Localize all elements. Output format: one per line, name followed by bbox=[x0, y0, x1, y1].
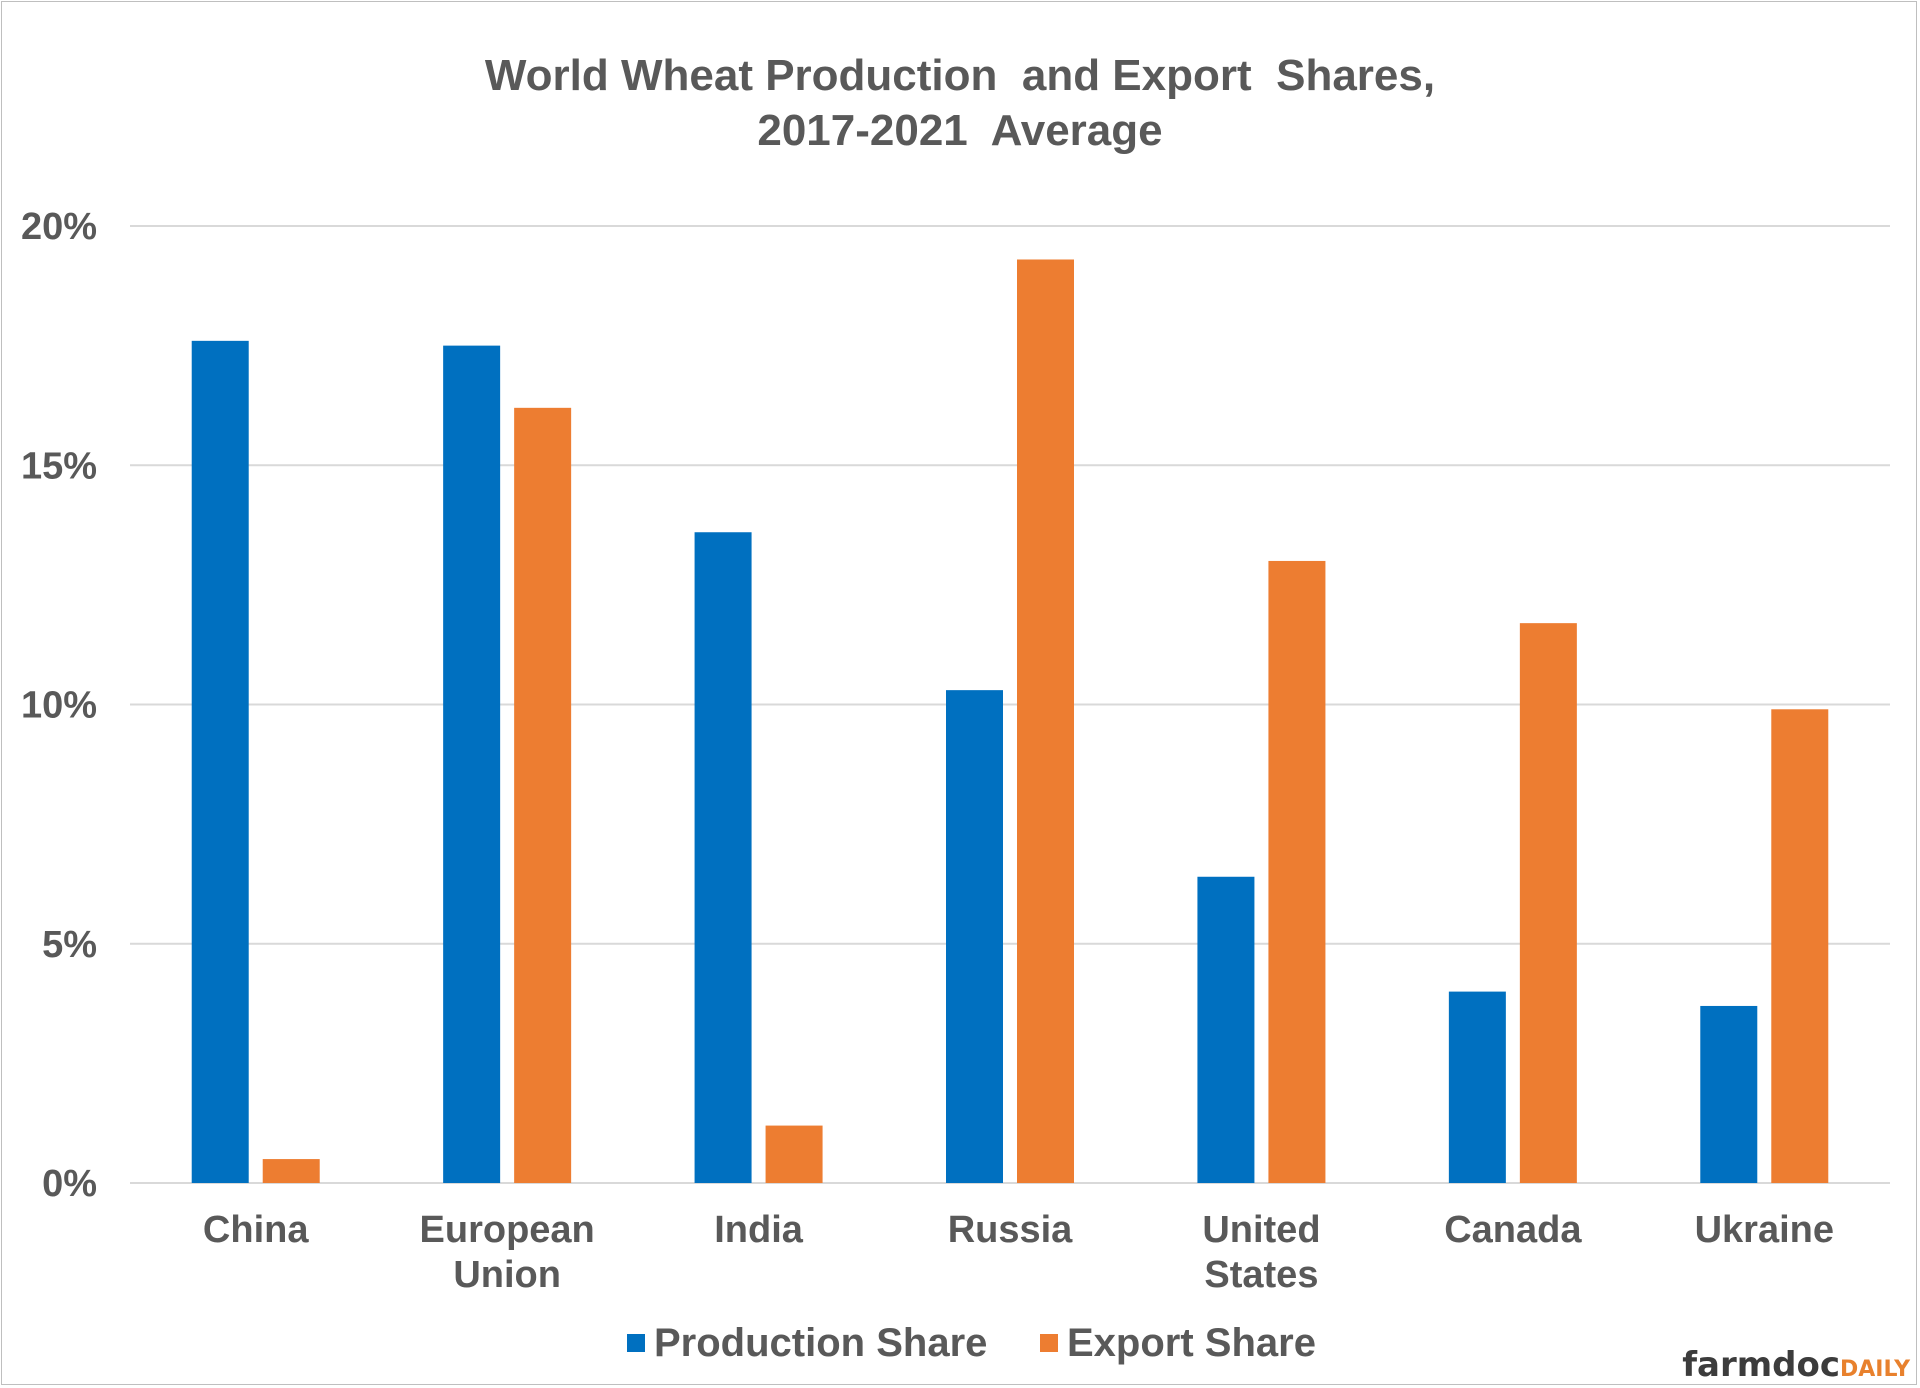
x-category-label: China bbox=[203, 1209, 309, 1251]
y-tick-label: 5% bbox=[42, 924, 97, 966]
chart-title: World Wheat Production and Export Shares… bbox=[485, 51, 1435, 155]
bar-india-production-share bbox=[694, 532, 752, 1183]
chart-title-line-2: 2017-2021 Average bbox=[757, 106, 1162, 155]
bar-india-export-share bbox=[765, 1125, 823, 1183]
bar-canada-export-share bbox=[1519, 623, 1577, 1183]
brand-part2: DAILY bbox=[1840, 1357, 1911, 1382]
bar-ukraine-production-share bbox=[1700, 1005, 1758, 1183]
bar-united-states-export-share bbox=[1268, 560, 1326, 1183]
x-category-label: Ukraine bbox=[1695, 1209, 1834, 1251]
y-tick-label: 0% bbox=[42, 1163, 97, 1205]
gridlines bbox=[130, 225, 1890, 1184]
y-axis-ticks: 0% 5% 10% 15% 20% bbox=[21, 206, 97, 1205]
bar-china-export-share bbox=[262, 1159, 320, 1183]
x-axis-categories: China European Union India Russia United State… bbox=[203, 1209, 1834, 1296]
legend-label-1: Production Share bbox=[654, 1321, 987, 1365]
chart-title-line-1: World Wheat Production and Export Shares… bbox=[485, 51, 1435, 100]
brand-logo: farmdocDAILY bbox=[1682, 1345, 1911, 1385]
y-tick-label: 10% bbox=[21, 685, 97, 727]
bar-european-union-production-share bbox=[443, 345, 501, 1183]
legend-label-2: Export Share bbox=[1067, 1321, 1316, 1365]
bar-china-production-share bbox=[191, 340, 249, 1184]
bar-european-union-export-share bbox=[514, 407, 572, 1184]
y-tick-label: 20% bbox=[21, 206, 97, 248]
legend-swatch-2 bbox=[1040, 1334, 1058, 1352]
bar-russia-production-share bbox=[946, 690, 1003, 1183]
x-category-label: Canada bbox=[1444, 1209, 1582, 1251]
brand-part1: farmdoc bbox=[1682, 1345, 1840, 1385]
legend: Production Share Export Share bbox=[627, 1321, 1316, 1365]
x-category-label: India bbox=[714, 1209, 804, 1251]
bars bbox=[191, 259, 1829, 1184]
y-tick-label: 15% bbox=[21, 445, 97, 487]
x-category-label: United States bbox=[1202, 1209, 1320, 1296]
legend-swatch-1 bbox=[627, 1334, 645, 1352]
x-category-label: Russia bbox=[948, 1209, 1073, 1251]
bar-ukraine-export-share bbox=[1771, 709, 1829, 1183]
bar-canada-production-share bbox=[1448, 991, 1506, 1183]
x-category-label: European Union bbox=[420, 1209, 595, 1296]
bar-united-states-production-share bbox=[1197, 876, 1255, 1183]
brand-logo-text: farmdocDAILY bbox=[1682, 1345, 1911, 1385]
bar-russia-export-share bbox=[1017, 259, 1074, 1183]
